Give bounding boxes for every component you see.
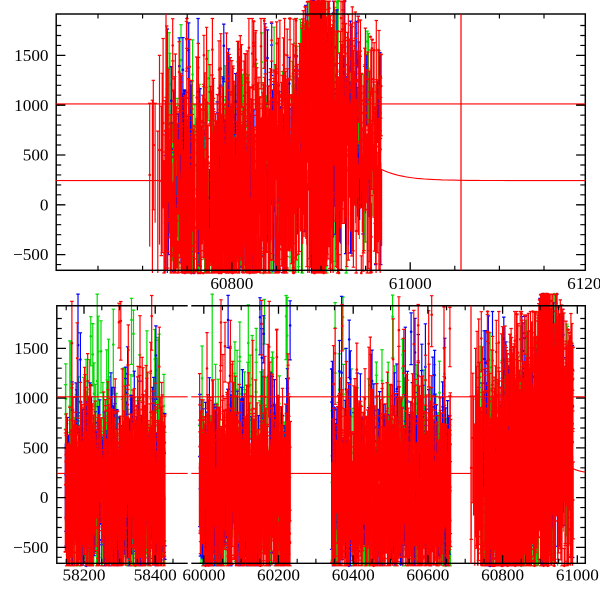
- svg-text:60600: 60600: [406, 566, 449, 585]
- svg-text:1000: 1000: [14, 96, 48, 115]
- svg-text:−500: −500: [13, 245, 48, 264]
- svg-text:−500: −500: [13, 538, 48, 557]
- svg-text:500: 500: [23, 146, 49, 165]
- svg-text:60800: 60800: [210, 274, 253, 293]
- svg-text:61000: 61000: [389, 274, 432, 293]
- svg-text:1500: 1500: [14, 339, 48, 358]
- svg-text:60200: 60200: [257, 566, 300, 585]
- svg-text:0: 0: [40, 488, 49, 507]
- svg-text:60000: 60000: [182, 566, 225, 585]
- svg-text:60400: 60400: [332, 566, 375, 585]
- svg-text:58200: 58200: [63, 566, 106, 585]
- svg-text:1000: 1000: [14, 389, 48, 408]
- svg-text:0: 0: [40, 195, 49, 214]
- svg-text:61000: 61000: [556, 566, 599, 585]
- svg-text:500: 500: [23, 439, 49, 458]
- svg-text:61200: 61200: [567, 274, 600, 293]
- svg-text:58400: 58400: [134, 566, 177, 585]
- svg-text:60800: 60800: [481, 566, 524, 585]
- svg-text:1500: 1500: [14, 46, 48, 65]
